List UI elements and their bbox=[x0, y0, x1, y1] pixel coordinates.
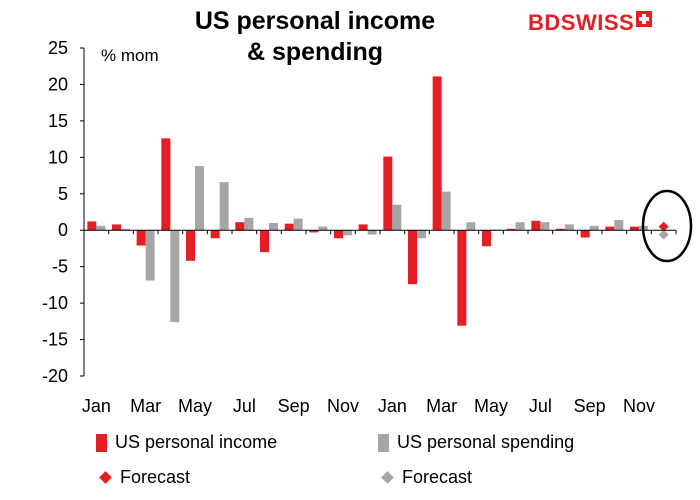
income-bar bbox=[334, 230, 343, 239]
spending-bar bbox=[121, 228, 130, 231]
legend-label-forecast-spending: Forecast bbox=[402, 467, 473, 487]
y-tick-label: 20 bbox=[48, 74, 68, 94]
spending-bar bbox=[540, 222, 550, 231]
income-bar bbox=[358, 224, 368, 231]
income-bar bbox=[432, 76, 442, 231]
income-bar bbox=[210, 230, 220, 239]
bdswiss-logo: BDSWISS bbox=[528, 10, 653, 36]
legend-diamond-income bbox=[99, 471, 112, 484]
spending-bar bbox=[145, 230, 155, 281]
x-tick-label: Jan bbox=[82, 396, 111, 416]
income-bar bbox=[408, 230, 417, 285]
forecast-spending-marker bbox=[658, 229, 669, 240]
spending-bar bbox=[441, 191, 451, 231]
spending-bar bbox=[195, 166, 204, 231]
x-tick-label: Nov bbox=[623, 396, 655, 416]
y-tick-label: 5 bbox=[58, 184, 68, 204]
y-tick-label: 25 bbox=[48, 38, 68, 58]
legend-label-forecast-income: Forecast bbox=[120, 467, 191, 487]
income-bar bbox=[186, 230, 195, 261]
legend-label-income: US personal income bbox=[115, 432, 278, 452]
forecast-highlight-circle bbox=[641, 189, 693, 263]
bars-group bbox=[87, 76, 669, 326]
spending-bar bbox=[96, 225, 106, 231]
income-bar bbox=[284, 223, 294, 231]
income-bar bbox=[605, 226, 615, 231]
income-bar bbox=[309, 230, 319, 233]
chart-title-line1: US personal income bbox=[194, 7, 436, 35]
spending-bar bbox=[269, 222, 278, 231]
spending-bar bbox=[589, 225, 599, 231]
y-tick-label: -15 bbox=[42, 330, 68, 350]
spending-bar bbox=[466, 222, 476, 231]
y-tick-label: 15 bbox=[48, 111, 68, 131]
logo-bd: BD bbox=[528, 10, 561, 35]
income-bar bbox=[580, 230, 590, 238]
income-bar bbox=[506, 228, 516, 231]
x-tick-label: Jul bbox=[529, 396, 552, 416]
x-tick-label: Sep bbox=[574, 396, 606, 416]
y-tick-label: -20 bbox=[42, 366, 68, 386]
spending-bar bbox=[367, 230, 377, 235]
income-bar bbox=[161, 138, 171, 231]
y-tick-label: -10 bbox=[42, 293, 68, 313]
x-axis: Jan Mar May Jul Sep Nov Jan Mar May Jul Sep Nov bbox=[82, 229, 677, 416]
spending-bar bbox=[565, 224, 574, 231]
spending-bar bbox=[343, 230, 352, 236]
spending-bar bbox=[515, 222, 525, 231]
income-bar bbox=[260, 230, 269, 253]
x-tick-label: Jan bbox=[378, 396, 407, 416]
legend-diamond-spending bbox=[381, 471, 394, 484]
legend-swatch-income bbox=[96, 433, 107, 452]
x-tick-label: May bbox=[178, 396, 212, 416]
income-bar bbox=[482, 230, 491, 247]
legend-swatch-spending bbox=[378, 433, 389, 452]
spending-bar bbox=[219, 182, 229, 231]
chart-title-line2: & spending bbox=[246, 38, 384, 66]
income-bar bbox=[235, 222, 245, 231]
income-bar bbox=[383, 156, 393, 231]
legend: US personal income US personal spending … bbox=[96, 432, 676, 492]
x-tick-label: Mar bbox=[130, 396, 161, 416]
spending-bar bbox=[392, 204, 402, 231]
y-tick-label: 10 bbox=[48, 147, 68, 167]
swiss-flag-icon bbox=[636, 11, 653, 27]
income-bar bbox=[136, 230, 146, 246]
spending-bar bbox=[293, 218, 303, 231]
legend-item-spending: US personal spending bbox=[378, 432, 574, 453]
spending-bar bbox=[318, 226, 328, 231]
legend-item-forecast-spending: Forecast bbox=[378, 467, 472, 488]
spending-bar bbox=[244, 217, 254, 231]
income-bar bbox=[556, 228, 565, 231]
x-tick-label: Jul bbox=[233, 396, 256, 416]
y-tick-label: 0 bbox=[58, 220, 68, 240]
logo-swiss: SWISS bbox=[560, 10, 635, 35]
legend-item-income: US personal income bbox=[96, 432, 277, 453]
income-bar bbox=[87, 221, 97, 231]
legend-item-forecast-income: Forecast bbox=[96, 467, 190, 488]
unit-label: % mom bbox=[101, 46, 159, 65]
y-axis: 25 20 15 10 5 0 -5 -10 -15 -20 bbox=[42, 38, 85, 386]
income-bar bbox=[630, 226, 639, 231]
chart-plot: 25 20 15 10 5 0 -5 -10 -15 -20 Jan Mar May Jul Sep Nov… bbox=[42, 38, 693, 416]
income-bar bbox=[457, 230, 467, 326]
spending-bar bbox=[417, 230, 426, 239]
legend-label-spending: US personal spending bbox=[397, 432, 575, 452]
x-tick-label: May bbox=[474, 396, 508, 416]
spending-bar bbox=[170, 230, 180, 323]
forecast-income-marker bbox=[658, 221, 669, 232]
y-tick-label: -5 bbox=[52, 257, 68, 277]
x-tick-label: Nov bbox=[327, 396, 359, 416]
x-tick-label: Sep bbox=[278, 396, 310, 416]
spending-bar bbox=[614, 220, 624, 231]
income-bar bbox=[531, 220, 541, 231]
income-bar bbox=[112, 224, 121, 231]
x-tick-label: Mar bbox=[426, 396, 457, 416]
chart-title: US personal income & spending bbox=[150, 6, 480, 68]
